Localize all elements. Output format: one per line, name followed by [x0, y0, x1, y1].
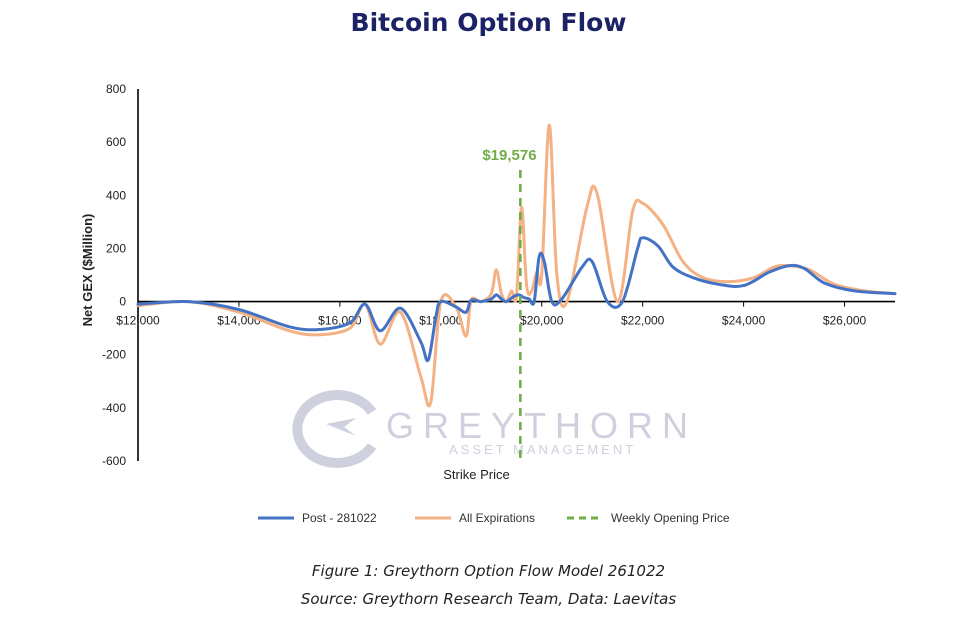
chart-canvas: GREYTHORN ASSET MANAGEMENT -600 -400 -200 0… — [80, 82, 897, 525]
watermark-brand: GREYTHORN — [386, 405, 697, 446]
y-tick-label: 200 — [106, 241, 126, 255]
x-tick-label: $18,000 — [419, 314, 463, 328]
series-line-all-expirations — [136, 123, 897, 408]
y-tick-label: 600 — [106, 135, 126, 149]
y-tick-label: -400 — [102, 401, 126, 415]
reference-line-label: $19,576 — [482, 147, 536, 164]
series-layer — [136, 123, 897, 408]
y-tick-label: -600 — [102, 454, 126, 468]
chart-title: Bitcoin Option Flow — [350, 8, 627, 37]
x-tick-label: $24,000 — [722, 314, 766, 328]
legend-item-all-expirations: All Expirations — [415, 511, 535, 525]
legend-label: Weekly Opening Price — [611, 511, 730, 525]
y-tick-label: 800 — [106, 82, 126, 96]
greythorn-logo-icon — [292, 390, 377, 468]
legend-label: All Expirations — [459, 511, 535, 525]
x-tick-label: $16,000 — [318, 314, 362, 328]
y-tick-label: -200 — [102, 348, 126, 362]
x-tick-label: $26,000 — [823, 314, 867, 328]
legend-label: Post - 281022 — [302, 511, 377, 525]
legend-item-post-281022: Post - 281022 — [258, 511, 377, 525]
y-tick-label: 400 — [106, 188, 126, 202]
x-tick-label: $12,000 — [116, 314, 160, 328]
watermark-tagline: ASSET MANAGEMENT — [449, 442, 636, 457]
series-line-post-281022 — [136, 236, 897, 363]
figure-caption: Figure 1: Greythorn Option Flow Model 26… — [311, 562, 666, 580]
watermark: GREYTHORN ASSET MANAGEMENT — [292, 390, 697, 468]
x-tick-label: $22,000 — [621, 314, 665, 328]
y-tick-label: 0 — [119, 295, 126, 309]
x-axis-title: Strike Price — [443, 467, 509, 482]
legend: Post - 281022 All Expirations Weekly Openi… — [258, 511, 730, 525]
reference-layer: $19,576 — [482, 147, 537, 461]
y-axis-title: Net GEX ($Million) — [80, 214, 95, 327]
x-tick-label: $20,000 — [520, 314, 564, 328]
legend-item-weekly-opening-price: Weekly Opening Price — [567, 511, 730, 525]
figure-source: Source: Greythorn Research Team, Data: L… — [300, 590, 677, 608]
